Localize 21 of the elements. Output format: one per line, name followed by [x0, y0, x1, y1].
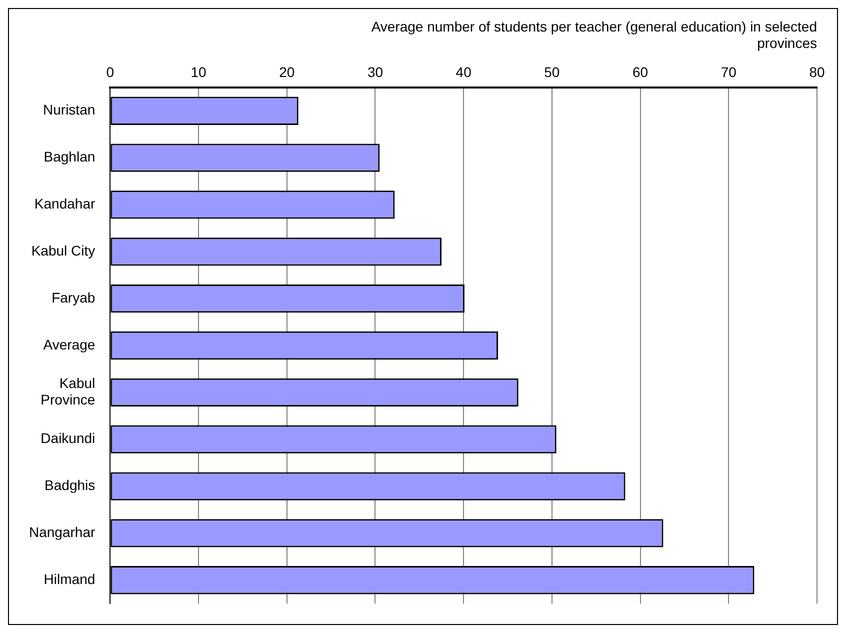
- y-tick-label: Badghis: [44, 477, 96, 494]
- x-tick-label: 60: [632, 64, 648, 80]
- y-tick-label: Daikundi: [40, 430, 96, 446]
- y-tick-label: Kabul City: [31, 242, 96, 259]
- x-tick-label: 40: [456, 64, 472, 80]
- y-tick-label: Nuristan: [43, 102, 96, 118]
- y-tick-label: Kabul Province: [40, 374, 96, 408]
- x-tick-label: 10: [190, 64, 207, 80]
- y-tick-label: Faryab: [52, 289, 96, 306]
- x-tick-label: 30: [367, 64, 384, 80]
- y-tick-label: Hilmand: [44, 570, 96, 587]
- x-tick-label: 0: [106, 64, 114, 80]
- y-tick-label: Nangarhar: [28, 524, 96, 540]
- x-tick-label: 80: [809, 64, 825, 80]
- y-tick-label: Average: [43, 336, 96, 352]
- chart-title: Average number of students per teacher (general education) in selected provinces: [371, 18, 817, 52]
- y-tick-label: Baghlan: [44, 148, 96, 165]
- y-tick-label: Kandahar: [34, 196, 96, 212]
- x-tick-label: 70: [720, 64, 737, 80]
- x-tick-label: 20: [279, 64, 295, 80]
- x-tick-label: 50: [544, 64, 560, 80]
